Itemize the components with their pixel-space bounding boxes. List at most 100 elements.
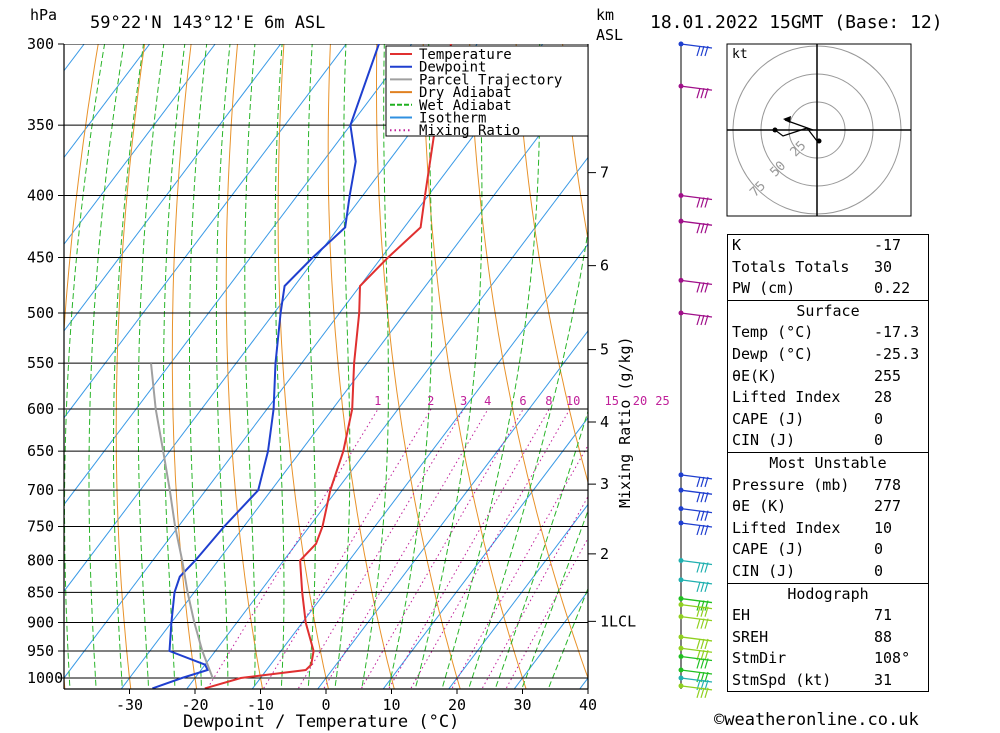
- dry-adiabat-line: [924, 8, 1000, 704]
- credit-link[interactable]: ©weatheronline.co.uk: [714, 710, 919, 730]
- indices-table: K -17 Totals Totals 30 PW (cm) 0.22 Surf…: [727, 234, 929, 693]
- mu-value: 277: [874, 497, 902, 516]
- wind-barb-feather: [696, 197, 701, 208]
- wind-barb-feather: [700, 492, 705, 503]
- wet-adiabat-line: [244, 44, 256, 689]
- mu-value: 10: [874, 518, 893, 537]
- legend-label: Dry Adiabat: [419, 85, 512, 101]
- hodo-row: EH 71: [728, 605, 928, 627]
- mixing-ratio-label: 1: [374, 394, 381, 408]
- wind-barb-shaft: [680, 508, 713, 514]
- mixing-ratio-label: 10: [566, 394, 580, 408]
- hpa-label: hPa: [30, 6, 57, 24]
- index-row-k: K -17: [728, 235, 928, 257]
- wind-barb-feather: [700, 45, 705, 57]
- parcel-trajectory-line: [150, 363, 214, 679]
- wind-barb-feather: [696, 606, 701, 617]
- hodo-value: 71: [874, 606, 893, 625]
- wind-barb-feather: [704, 223, 709, 234]
- altitude-tick-label: 4: [600, 413, 609, 431]
- pressure-tick-label: 650: [27, 442, 54, 460]
- wet-adiabat-line: [547, 587, 588, 689]
- legend-label: Isotherm: [419, 111, 486, 127]
- wind-barb-feather: [696, 687, 701, 699]
- mu-row: CAPE (J) 0: [728, 539, 928, 561]
- wind-barb-feather: [700, 600, 705, 611]
- dewpoint-line: [152, 44, 380, 689]
- wet-adiabat-line: [521, 509, 588, 689]
- wind-barb-shaft: [680, 220, 713, 226]
- isotherm-line: [448, 503, 588, 689]
- wind-barb-feather: [704, 650, 709, 661]
- temp-tick-label: 0: [321, 696, 330, 714]
- wind-barb-feather: [704, 638, 709, 650]
- sounding-series: [150, 44, 452, 689]
- isotherm-line: [64, 44, 347, 419]
- wind-barb-feather: [700, 524, 705, 536]
- mu-label: CIN (J): [732, 561, 796, 580]
- mixing-ratio-label: 15: [604, 394, 618, 408]
- index-value: 30: [874, 257, 893, 276]
- pressure-tick-label: 550: [27, 354, 54, 372]
- mixing-ratio-line: [206, 408, 379, 689]
- temp-tick-label: 10: [382, 696, 400, 714]
- wind-barb-feather: [696, 510, 701, 521]
- wet-adiabat-line: [215, 44, 231, 689]
- index-row-totals: Totals Totals 30: [728, 257, 928, 279]
- mu-label: CAPE (J): [732, 540, 805, 559]
- wind-barb-feather: [704, 658, 709, 669]
- hodograph-title: Hodograph: [728, 582, 928, 606]
- wind-barb-feather: [696, 658, 701, 669]
- surface-value: -17.3: [874, 323, 920, 342]
- wind-barb-shaft: [680, 615, 713, 622]
- surface-label: θE(K): [732, 366, 778, 385]
- pressure-tick-label: 900: [27, 614, 54, 632]
- mixing-ratio-line: [481, 495, 588, 689]
- wet-adiabat-line: [387, 44, 433, 689]
- mixing-ratio-line: [360, 408, 524, 689]
- temp-tick-label: 30: [513, 696, 531, 714]
- mixing-ratio-line: [262, 408, 432, 689]
- wet-adiabat-line: [307, 44, 316, 689]
- wind-barb-shaft: [680, 85, 713, 91]
- surface-value: 0: [874, 409, 884, 428]
- mu-value: 778: [874, 475, 902, 494]
- wind-barb-feather: [704, 197, 709, 208]
- wet-adiabat-line: [189, 44, 208, 689]
- wind-barb-feather: [696, 581, 701, 593]
- index-value: 0.22: [874, 279, 911, 298]
- surface-row: CIN (J) 0: [728, 430, 928, 452]
- wind-barb-shaft: [680, 559, 713, 566]
- isotherm-line: [317, 330, 588, 689]
- pressure-tick-label: 1000: [27, 669, 63, 687]
- legend-label: Dewpoint: [419, 60, 486, 76]
- wind-barb-shaft: [680, 685, 713, 691]
- mu-row: θE (K) 277: [728, 496, 928, 518]
- hodo-row: StmSpd (kt) 31: [728, 670, 928, 692]
- wind-barb-shaft: [680, 579, 713, 585]
- wind-barb-feather: [704, 282, 709, 293]
- temp-tick-label: -20: [181, 696, 208, 714]
- wet-adiabat-line: [274, 44, 285, 689]
- wet-adiabat-line: [468, 227, 588, 689]
- wind-barb-feather: [704, 606, 709, 617]
- hodo-label: EH: [732, 606, 751, 625]
- hodo-value: 108°: [874, 649, 911, 668]
- dry-adiabat-line: [225, 44, 264, 689]
- legend-label: Mixing Ratio: [419, 123, 520, 139]
- wind-barb-feather: [700, 687, 705, 699]
- dry-adiabat-line: [562, 44, 588, 242]
- temp-tick-label: -30: [116, 696, 143, 714]
- mixing-ratio-line: [297, 408, 465, 689]
- hodo-label: StmDir: [732, 649, 787, 668]
- wind-barb-shaft: [680, 474, 713, 480]
- mixing-ratio-label: 2: [427, 394, 434, 408]
- surface-label: CIN (J): [732, 431, 796, 450]
- wind-barb-shaft: [680, 489, 713, 495]
- wind-barb-feather: [696, 282, 701, 293]
- dry-adiabat-line: [422, 44, 527, 689]
- location-title: 59°22'N 143°12'E 6m ASL: [90, 13, 325, 33]
- mixing-ratio-label: 4: [484, 394, 491, 408]
- isotherm-line: [186, 156, 588, 689]
- wind-barb-feather: [700, 197, 705, 208]
